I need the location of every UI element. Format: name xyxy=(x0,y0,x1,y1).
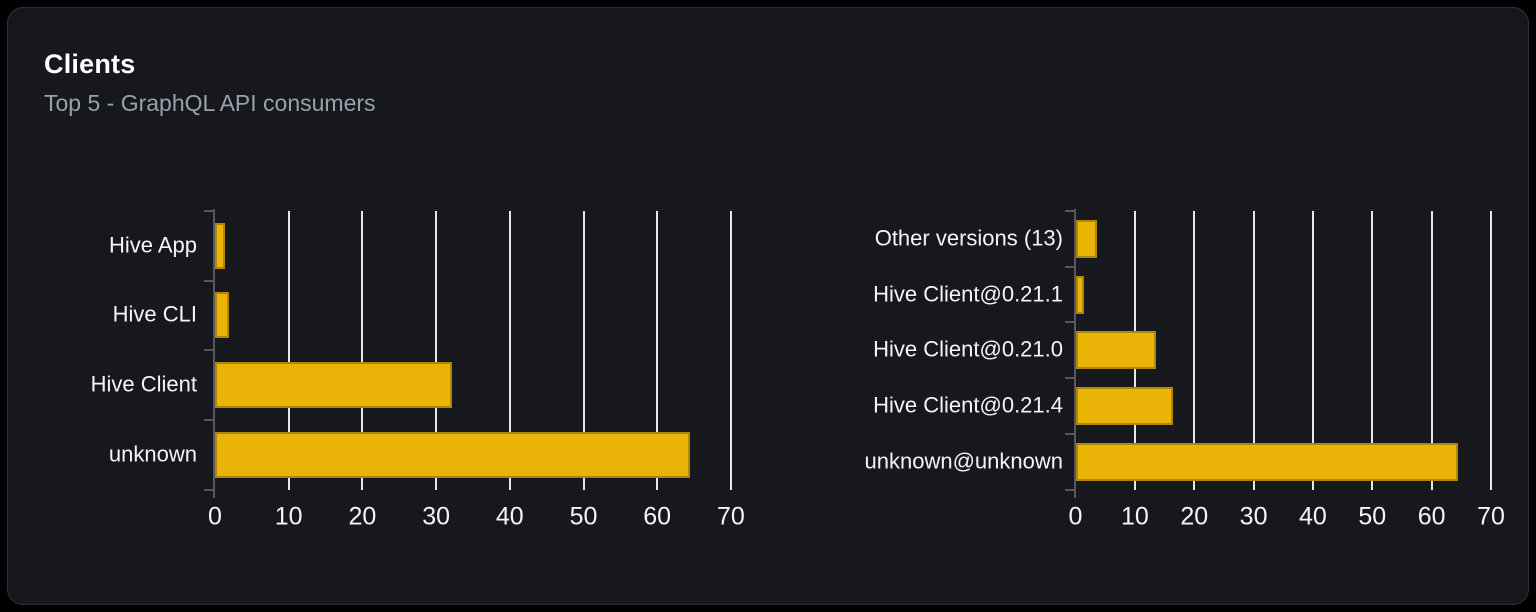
bar-unknown[interactable] xyxy=(215,431,690,478)
bar-hive-client-0-21-4[interactable] xyxy=(1075,386,1173,425)
bar-hive-client-0-21-0[interactable] xyxy=(1075,331,1157,370)
clients-card: Clients Top 5 - GraphQL API consumers xyxy=(7,7,1529,605)
card-title: Clients xyxy=(44,49,136,79)
bar-hive-cli[interactable] xyxy=(215,292,229,339)
card-header: Clients Top 5 - GraphQL API consumers xyxy=(8,8,1528,117)
bar-other-versions-13-[interactable] xyxy=(1075,219,1098,258)
bar-hive-client-0-21-1[interactable] xyxy=(1075,275,1085,314)
bar-unknown-unknown[interactable] xyxy=(1075,442,1458,481)
bar-hive-app[interactable] xyxy=(215,222,226,269)
card-subtitle: Top 5 - GraphQL API consumers xyxy=(44,90,376,116)
bar-hive-client[interactable] xyxy=(215,362,453,409)
